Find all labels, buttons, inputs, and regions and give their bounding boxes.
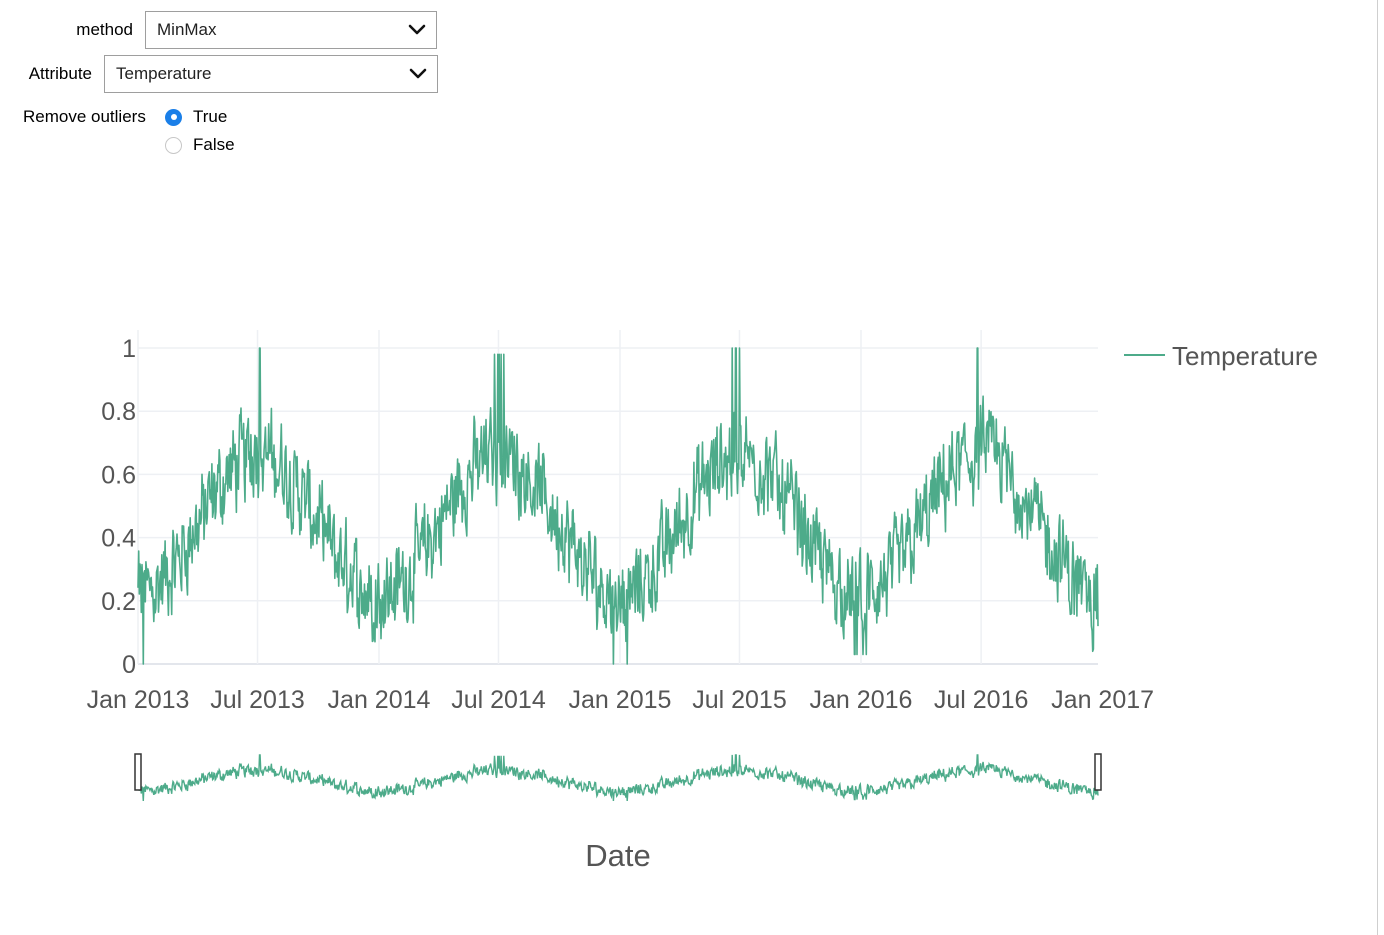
range-slider-right-handle[interactable] (1094, 753, 1102, 791)
method-select-value: MinMax (157, 20, 217, 39)
chevron-down-icon (409, 68, 427, 79)
x-tick-label: Jan 2016 (810, 686, 913, 714)
remove-outliers-label: Remove outliers (23, 107, 146, 126)
x-tick-label: Jan 2017 (1051, 686, 1154, 714)
series-line-temperature (137, 347, 1099, 665)
x-tick-label: Jan 2015 (569, 686, 672, 714)
range-slider-left-handle[interactable] (134, 753, 142, 791)
attribute-select[interactable]: Temperature (104, 55, 438, 93)
x-tick-label: Jan 2013 (87, 686, 190, 714)
y-axis-ticks: 0 0.2 0.4 0.6 0.8 1 (101, 335, 136, 679)
method-select[interactable]: MinMax (145, 11, 437, 49)
page-right-border (1377, 0, 1378, 935)
radio-false-button[interactable] (165, 136, 182, 154)
attribute-select-value: Temperature (116, 64, 212, 83)
radio-true-button[interactable] (165, 108, 182, 126)
radio-option-true[interactable]: True (165, 107, 227, 127)
chart-legend[interactable]: Temperature (1124, 341, 1318, 371)
y-tick-label: 0 (122, 651, 136, 679)
x-tick-label: Jul 2016 (934, 686, 1029, 714)
legend-label-temperature: Temperature (1172, 341, 1318, 371)
radio-false-label: False (193, 135, 235, 154)
x-tick-label: Jan 2014 (328, 686, 431, 714)
method-label: method (76, 20, 133, 39)
radio-option-false[interactable]: False (165, 135, 235, 155)
y-tick-label: 0.6 (101, 461, 136, 489)
chevron-down-icon (408, 24, 426, 35)
y-tick-label: 0.4 (101, 525, 136, 553)
series-layer (137, 347, 1099, 665)
radio-true-label: True (193, 107, 228, 126)
attribute-label: Attribute (28, 64, 92, 83)
attribute-control: Attribute Temperature (0, 55, 438, 93)
x-tick-label: Jul 2013 (210, 686, 305, 714)
x-tick-label: Jul 2014 (451, 686, 546, 714)
y-tick-label: 0.8 (101, 398, 136, 426)
range-slider[interactable] (134, 753, 1102, 802)
x-tick-label: Jul 2015 (692, 686, 787, 714)
x-axis-title: Date (585, 838, 650, 873)
method-control: method MinMax (0, 11, 437, 49)
y-tick-label: 1 (122, 335, 136, 363)
x-axis-ticks: Jan 2013 Jul 2013 Jan 2014 Jul 2014 Jan 2015… (87, 686, 1154, 714)
range-slider-series (137, 754, 1099, 802)
y-tick-label: 0.2 (101, 588, 136, 616)
